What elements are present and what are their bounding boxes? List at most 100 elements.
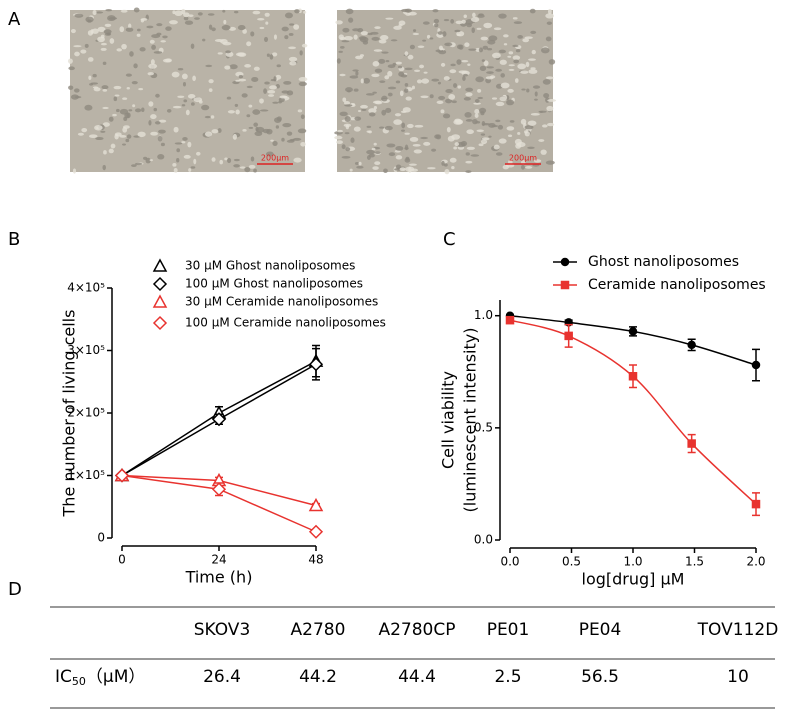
cell xyxy=(121,43,127,50)
cell xyxy=(251,76,259,83)
cell xyxy=(174,10,183,17)
cell xyxy=(246,41,252,47)
scale-bar-label: 200μm xyxy=(261,154,289,163)
cell xyxy=(456,30,465,37)
cell xyxy=(250,156,255,162)
cell xyxy=(381,109,387,116)
cell xyxy=(229,64,238,70)
cell xyxy=(547,8,552,15)
marker xyxy=(564,331,573,341)
cell xyxy=(293,24,300,30)
cell xyxy=(500,82,510,89)
cell xyxy=(208,88,213,92)
cell xyxy=(248,164,256,169)
cell xyxy=(269,85,278,90)
cell xyxy=(547,122,555,127)
cell xyxy=(123,125,130,129)
cell xyxy=(383,168,388,174)
cell xyxy=(100,42,107,46)
cell xyxy=(528,69,538,74)
row-label-part: IC xyxy=(55,667,72,687)
cell xyxy=(457,85,462,89)
marker xyxy=(628,372,638,381)
cell xyxy=(525,166,533,169)
cell xyxy=(181,104,186,107)
cell xyxy=(181,8,186,15)
cell xyxy=(481,121,486,127)
cell xyxy=(128,23,132,29)
cell xyxy=(343,101,351,105)
cell xyxy=(399,167,406,172)
cell xyxy=(498,138,507,144)
cell xyxy=(516,142,526,148)
cell xyxy=(423,141,431,146)
x-tick-label: 2.0 xyxy=(746,555,765,569)
column-header: A2780 xyxy=(291,620,346,640)
y-axis-label: Cell viability xyxy=(439,371,458,469)
cell xyxy=(461,60,469,63)
panel-label: D xyxy=(8,579,22,600)
cell xyxy=(67,58,73,64)
cell xyxy=(440,62,446,67)
cell xyxy=(547,99,557,102)
cell xyxy=(155,93,160,98)
legend-label: Ceramide nanoliposomes xyxy=(588,277,766,293)
cell xyxy=(131,81,138,85)
cell xyxy=(120,9,128,13)
y-tick-label: 0 xyxy=(97,531,105,545)
cell xyxy=(361,108,367,112)
cell xyxy=(138,88,144,91)
cell xyxy=(455,20,463,25)
cell xyxy=(68,66,75,71)
cell xyxy=(445,98,453,104)
cell xyxy=(165,26,172,31)
cell xyxy=(543,92,550,99)
series-line xyxy=(509,314,757,366)
legend-label: 30 μM Ghost nanoliposomes xyxy=(185,259,355,273)
cell xyxy=(379,126,385,129)
cell xyxy=(281,90,290,94)
cell xyxy=(339,73,346,77)
cell xyxy=(402,107,411,113)
cell xyxy=(108,17,118,20)
cell xyxy=(524,125,534,130)
cell xyxy=(476,27,482,30)
cell xyxy=(288,56,298,62)
cell xyxy=(137,131,146,138)
cell xyxy=(292,137,302,141)
cell xyxy=(271,52,278,57)
cell xyxy=(108,148,114,154)
cell xyxy=(453,83,458,88)
legend-marker xyxy=(152,258,168,272)
cell xyxy=(100,47,107,51)
legend-label: 100 μM Ceramide nanoliposomes xyxy=(185,316,386,330)
cell xyxy=(109,38,115,44)
cell xyxy=(444,42,453,47)
cell xyxy=(279,95,288,99)
cell xyxy=(101,85,109,90)
y-axis-label: (luminescent intensity) xyxy=(461,328,480,513)
row-label-part: （μM） xyxy=(86,667,145,687)
cell xyxy=(515,49,521,53)
cell xyxy=(176,157,180,163)
cell xyxy=(88,75,92,80)
cell xyxy=(513,59,520,64)
cell xyxy=(356,165,364,169)
y-tick-label: 1.0 xyxy=(474,308,493,322)
cell xyxy=(338,50,343,53)
cell xyxy=(465,170,472,173)
cell xyxy=(466,129,474,135)
cell xyxy=(378,58,386,64)
cell xyxy=(345,87,353,93)
cell xyxy=(286,139,295,143)
cell xyxy=(219,159,223,165)
chart: 0.0 0.5 1.0 0.0 0.5 1.0 1.5 2.0 log[drug] μM Cell… xyxy=(439,254,766,589)
micrograph: 200μm xyxy=(67,7,308,174)
cell xyxy=(404,83,409,87)
column-header: PE04 xyxy=(579,620,622,640)
cell xyxy=(294,9,300,14)
cell xyxy=(422,21,430,25)
cell xyxy=(297,109,303,113)
cell xyxy=(259,109,269,112)
